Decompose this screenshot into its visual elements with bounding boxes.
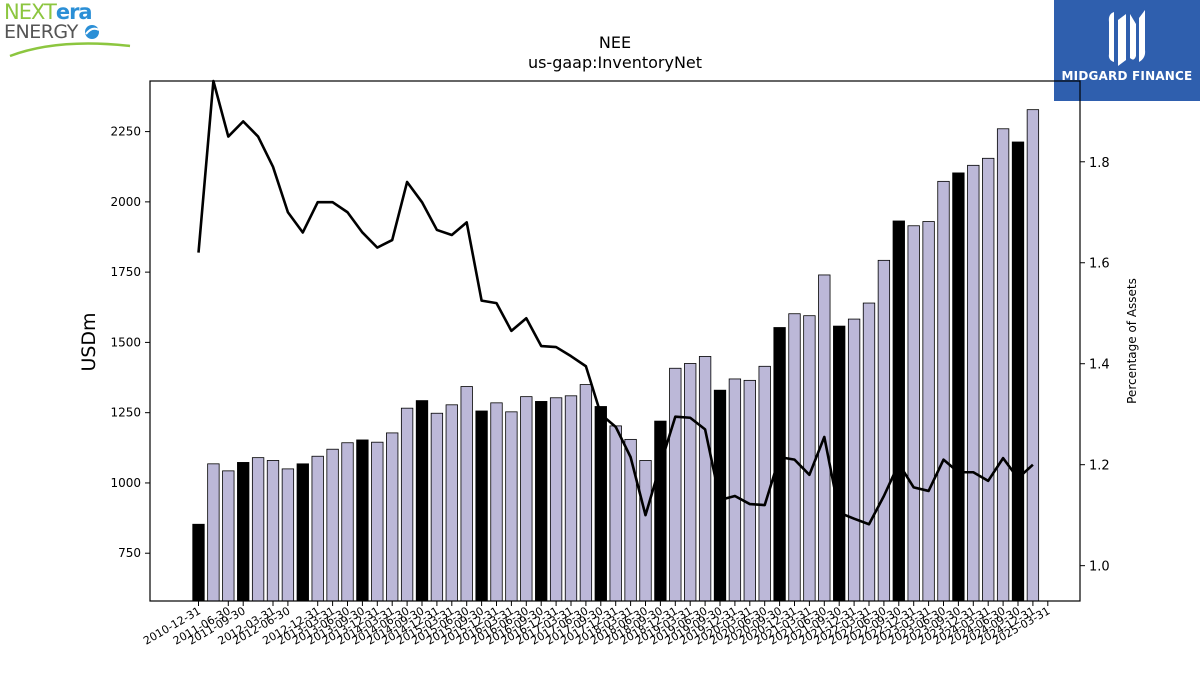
y2-tick-label: 1.6: [1089, 257, 1110, 272]
logo-swoosh-icon: [9, 42, 131, 58]
midgard-emblem-icon: [1108, 10, 1146, 66]
logo-era: era: [55, 0, 93, 24]
percentage-line: [197, 79, 1034, 526]
nextera-energy-logo: NEXTera ENERGY: [4, 2, 134, 62]
x-axis: 2010-12-312011-06-302011-09-302012-03-31…: [141, 601, 1052, 648]
bar: [758, 365, 771, 602]
bar: [743, 379, 756, 602]
y-tick-label: 1250: [110, 406, 141, 420]
bar: [490, 402, 503, 602]
midgard-finance-logo: MIDGARD FINANCE: [1054, 0, 1200, 101]
bar: [535, 401, 548, 602]
y-tick-label: 2000: [110, 195, 141, 209]
energy-swirl-icon: [84, 25, 100, 39]
bar: [669, 367, 682, 602]
bar: [311, 455, 324, 602]
bar: [192, 523, 205, 602]
bar: [386, 432, 399, 602]
bar: [862, 302, 876, 602]
bar: [341, 442, 354, 602]
bar: [207, 463, 220, 602]
bar: [237, 462, 250, 602]
logo-line-1: NEXTera: [4, 0, 134, 24]
y2-tick-label: 1.2: [1089, 459, 1110, 474]
logo-energy: ENERGY: [4, 21, 78, 43]
bar: [505, 411, 518, 602]
bar: [698, 356, 712, 602]
bar: [400, 407, 414, 602]
bar: [773, 327, 786, 602]
bar: [624, 438, 637, 602]
bar: [922, 221, 935, 602]
y2-axis-label: Percentage of Assets: [1125, 278, 1139, 404]
bar: [847, 318, 861, 602]
bar: [430, 412, 444, 602]
y-axis-label: USDm: [78, 312, 100, 371]
bar: [520, 396, 533, 602]
bar: [326, 448, 339, 602]
y-axis-left: 750 1000 1250 1500 1750 2000 2250: [110, 125, 150, 560]
bar: [639, 460, 652, 602]
midgard-finance-wordmark: MIDGARD FINANCE: [1061, 69, 1193, 83]
bar: [594, 406, 607, 602]
y-tick-label: 750: [118, 546, 141, 560]
bar: [967, 164, 980, 602]
bar: [296, 463, 309, 602]
y2-tick-label: 1.0: [1089, 560, 1110, 575]
bar: [549, 397, 563, 602]
bar: [937, 180, 950, 602]
bar: [728, 378, 742, 602]
bar-series: [192, 109, 1040, 602]
bar: [833, 325, 846, 602]
bar: [788, 313, 801, 602]
bar: [564, 395, 578, 602]
bar: [222, 470, 235, 602]
y-tick-label: 2250: [110, 125, 141, 139]
bar: [803, 315, 816, 602]
bar: [281, 468, 295, 602]
bar: [1026, 109, 1040, 602]
bar: [445, 404, 458, 602]
chart-subtitle: us-gaap:InventoryNet: [528, 53, 702, 72]
bar: [996, 128, 1010, 602]
bar: [266, 460, 280, 602]
bar: [684, 363, 697, 602]
bar: [1011, 141, 1025, 602]
bar: [892, 220, 905, 602]
logo-line-2: ENERGY: [4, 22, 134, 42]
bar: [609, 425, 622, 602]
bar: [356, 439, 369, 602]
bar: [982, 157, 995, 602]
bar: [415, 400, 429, 602]
y2-tick-label: 1.4: [1089, 358, 1110, 373]
bar: [460, 386, 473, 602]
bar: [371, 441, 384, 602]
y2-tick-label: 1.8: [1089, 156, 1110, 171]
line-series: [197, 79, 1034, 526]
y-tick-label: 1000: [110, 476, 141, 490]
y-tick-label: 1750: [110, 265, 141, 279]
bar: [579, 384, 593, 602]
chart-title: NEE: [599, 33, 631, 52]
y-tick-label: 1500: [110, 335, 141, 349]
bar: [907, 225, 920, 602]
bar: [475, 410, 488, 602]
bar: [251, 457, 265, 602]
y-axis-right: 1.0 1.2 1.4 1.6 1.8: [1080, 156, 1110, 575]
bar: [877, 259, 891, 602]
logo-next: NEXT: [4, 0, 57, 24]
plot-frame: [149, 80, 1081, 602]
bar: [952, 172, 965, 602]
